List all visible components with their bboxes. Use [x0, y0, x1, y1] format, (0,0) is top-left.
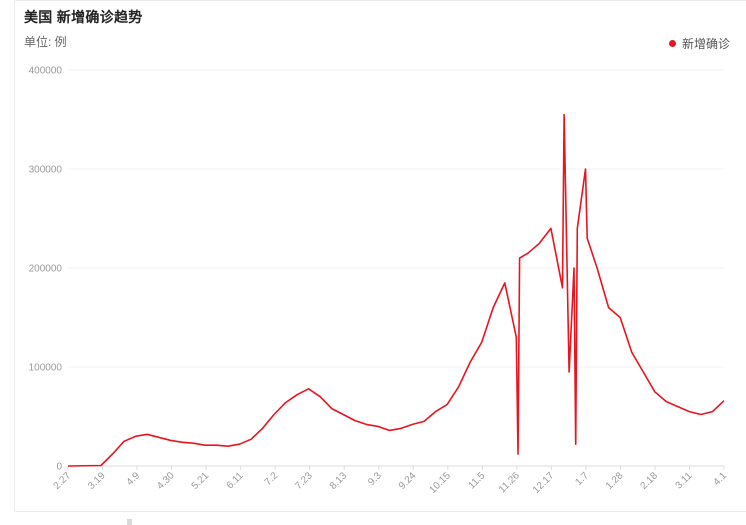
x-tick-label: 9.3 [366, 470, 384, 488]
y-tick-label: 300000 [29, 165, 63, 176]
x-tick-label: 10.15 [427, 470, 453, 496]
legend-label: 新增确诊 [681, 37, 730, 51]
scroll-edge-marker [127, 519, 132, 525]
chart-title: 美国 新增确诊趋势 [24, 9, 143, 25]
x-tick-label: 4.1 [712, 470, 730, 488]
legend[interactable]: 新增确诊 [668, 35, 730, 52]
x-axis: 2.27 3.19 4.9 4.30 5.21 6.11 7.2 7.23 8.13 9.3 9.2… [52, 466, 730, 496]
legend-dot-icon [668, 40, 676, 47]
x-tick-label: 8.13 [328, 470, 350, 492]
x-tick-label: 1.7 [573, 470, 591, 488]
x-tick-label: 2.27 [52, 470, 74, 492]
series-line [67, 113, 725, 467]
y-tick-label: 400000 [29, 66, 63, 77]
x-tick-label: 4.30 [155, 470, 177, 492]
y-tick-label: 100000 [29, 363, 63, 374]
x-tick-label: 12.17 [531, 470, 557, 496]
x-tick-label: 1.28 [604, 470, 626, 492]
y-tick-label: 200000 [29, 264, 63, 275]
x-tick-label: 6.11 [225, 470, 246, 491]
grid-lines [68, 69, 724, 467]
x-tick-label: 2.18 [639, 470, 661, 492]
x-tick-label: 4.9 [125, 470, 143, 488]
x-tick-label: 7.2 [263, 470, 281, 488]
x-tick-label: 3.11 [674, 470, 695, 491]
x-tick-label: 11.5 [466, 470, 487, 491]
unit-label: 单位: 例 [24, 35, 67, 49]
x-tick-label: 7.23 [293, 470, 315, 492]
series-new-cases [67, 113, 725, 467]
y-tick-label: 0 [56, 462, 62, 473]
x-tick-label: 11.26 [497, 470, 522, 495]
x-tick-label: 9.24 [397, 470, 419, 492]
y-axis: 0 100000 200000 300000 400000 [29, 66, 63, 473]
x-tick-label: 5.21 [190, 470, 212, 492]
x-tick-label: 3.19 [86, 470, 108, 492]
